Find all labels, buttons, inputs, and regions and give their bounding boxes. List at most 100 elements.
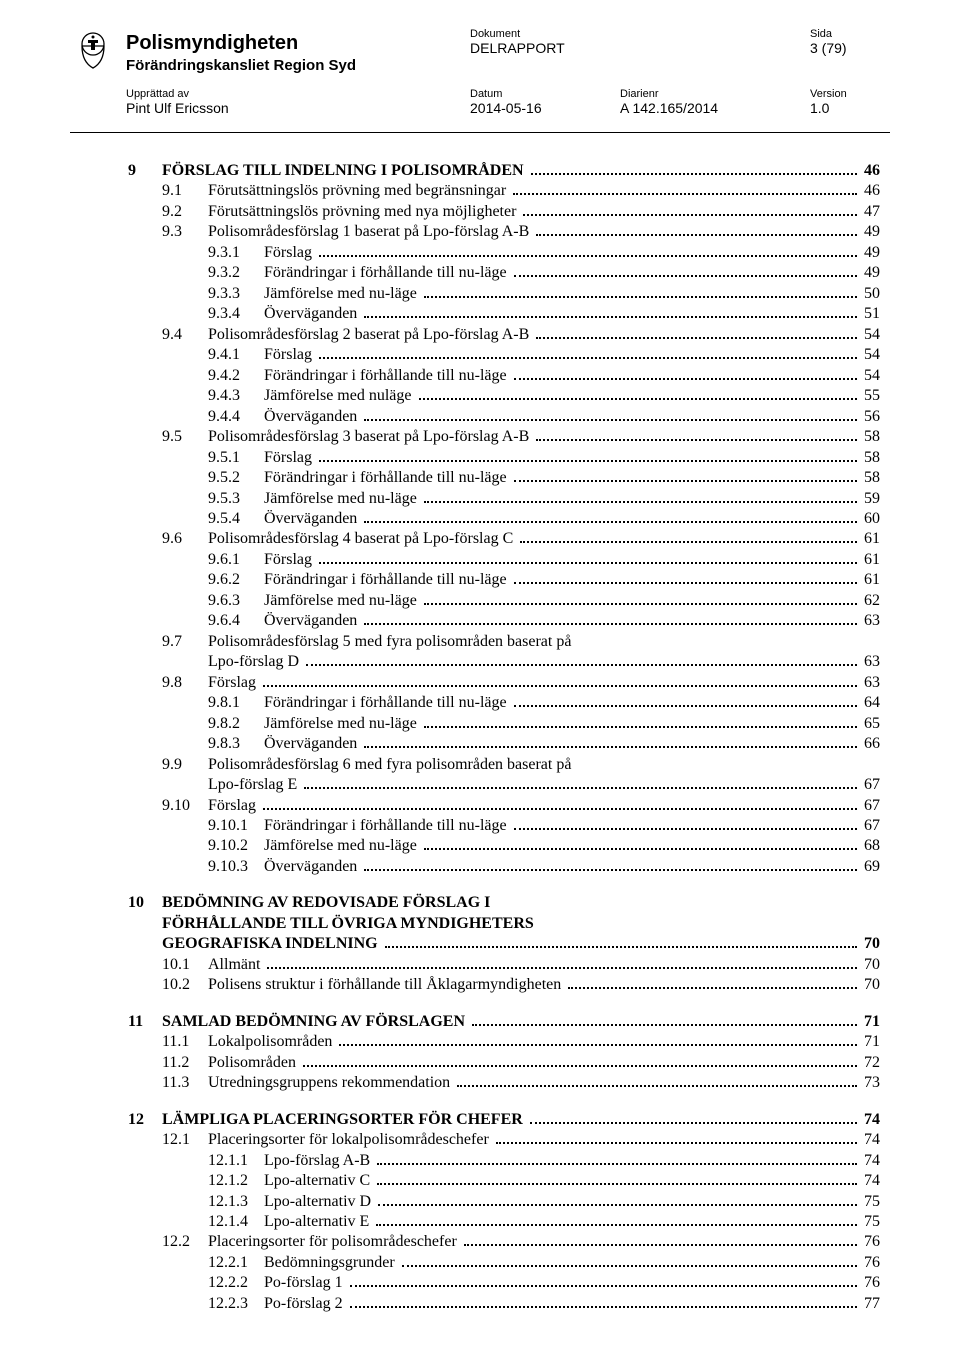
toc-entry[interactable]: FÖRHÅLLANDE TILL ÖVRIGA MYNDIGHETERS	[128, 914, 880, 934]
toc-leader	[520, 541, 857, 543]
toc-page: 75	[860, 1212, 880, 1232]
toc-number: 12.1.1	[208, 1151, 264, 1171]
toc-title: Utredningsgruppens rekommendation	[208, 1073, 454, 1093]
toc-entry[interactable]: 9.10.3Överväganden69	[128, 857, 880, 877]
toc-entry[interactable]: 9.4.1Förslag54	[128, 345, 880, 365]
toc-entry[interactable]: 12.1.3Lpo-alternativ D75	[128, 1192, 880, 1212]
toc-entry[interactable]: 12.2.1Bedömningsgrunder76	[128, 1253, 880, 1273]
toc-entry[interactable]: 9.5.1Förslag58	[128, 448, 880, 468]
toc-entry[interactable]: 10BEDÖMNING AV REDOVISADE FÖRSLAG I	[128, 893, 880, 913]
toc-entry[interactable]: 9.4Polisområdesförslag 2 baserat på Lpo-…	[128, 325, 880, 345]
toc-leader	[319, 255, 857, 257]
toc-entry[interactable]: 9.6Polisområdesförslag 4 baserat på Lpo-…	[128, 529, 880, 549]
toc-number: 12.1.2	[208, 1171, 264, 1191]
toc-entry[interactable]: 9.1Förutsättningslös prövning med begrän…	[128, 181, 880, 201]
toc-entry[interactable]: 9.9Polisområdesförslag 6 med fyra poliso…	[128, 755, 880, 775]
toc-number: 9.5.4	[208, 509, 264, 529]
toc-entry[interactable]: 9.3.3Jämförelse med nu-läge50	[128, 284, 880, 304]
toc-number: 9.8.2	[208, 714, 264, 734]
toc-entry[interactable]: 11.1Lokalpolisområden71	[128, 1032, 880, 1052]
toc-leader	[457, 1085, 857, 1087]
toc-entry[interactable]: 9FÖRSLAG TILL INDELNING I POLISOMRÅDEN46	[128, 161, 880, 181]
toc-entry-continuation[interactable]: Lpo-förslag D63	[128, 652, 880, 672]
toc-title: FÖRHÅLLANDE TILL ÖVRIGA MYNDIGHETERS	[162, 914, 538, 934]
author-value: Pint Ulf Ericsson	[126, 100, 470, 116]
toc-entry-continuation[interactable]: Lpo-förslag E67	[128, 775, 880, 795]
author-label: Upprättad av	[126, 88, 470, 100]
toc-entry[interactable]: 12.1.1Lpo-förslag A-B74	[128, 1151, 880, 1171]
toc-page: 74	[860, 1130, 880, 1150]
toc-leader	[377, 1183, 857, 1185]
toc-page: 54	[860, 345, 880, 365]
toc-entry[interactable]: 9.8.1Förändringar i förhållande till nu-…	[128, 693, 880, 713]
toc-entry[interactable]: GEOGRAFISKA INDELNING70	[128, 934, 880, 954]
toc-leader	[263, 685, 857, 687]
toc-entry[interactable]: 9.10.2Jämförelse med nu-läge68	[128, 836, 880, 856]
toc-number: 9.5.3	[208, 489, 264, 509]
toc-leader	[350, 1306, 857, 1308]
toc-entry[interactable]: 9.8.2Jämförelse med nu-läge65	[128, 714, 880, 734]
version-value: 1.0	[810, 100, 890, 116]
doc-label: Dokument	[470, 28, 810, 40]
toc-entry[interactable]: 12.2.3Po-förslag 277	[128, 1294, 880, 1314]
toc-page: 50	[860, 284, 880, 304]
toc-leader	[424, 296, 857, 298]
toc-title: Förutsättningslös prövning med begränsni…	[208, 181, 510, 201]
toc-entry[interactable]: 9.7Polisområdesförslag 5 med fyra poliso…	[128, 632, 880, 652]
toc-leader	[536, 439, 857, 441]
toc-entry[interactable]: 9.8.3Överväganden66	[128, 734, 880, 754]
toc-leader	[514, 275, 857, 277]
toc-entry[interactable]: 9.4.3Jämförelse med nuläge55	[128, 386, 880, 406]
toc-title: Polisens struktur i förhållande till Åkl…	[208, 975, 565, 995]
toc-title: Överväganden	[264, 611, 361, 631]
toc-title: Lpo-alternativ E	[264, 1212, 373, 1232]
date-cell: Datum 2014-05-16	[470, 88, 620, 116]
toc-entry[interactable]: 12.2Placeringsorter för polisområdeschef…	[128, 1232, 880, 1252]
toc-entry[interactable]: 12.1.2Lpo-alternativ C74	[128, 1171, 880, 1191]
toc-entry[interactable]: 10.1Allmänt70	[128, 955, 880, 975]
toc-leader	[523, 214, 857, 216]
toc-entry[interactable]: 11.3Utredningsgruppens rekommendation73	[128, 1073, 880, 1093]
toc-entry[interactable]: 9.2Förutsättningslös prövning med nya mö…	[128, 202, 880, 222]
toc-entry[interactable]: 9.3Polisområdesförslag 1 baserat på Lpo-…	[128, 222, 880, 242]
toc-entry[interactable]: 9.5.2Förändringar i förhållande till nu-…	[128, 468, 880, 488]
toc-leader	[263, 808, 857, 810]
toc-entry[interactable]: 9.6.2Förändringar i förhållande till nu-…	[128, 570, 880, 590]
toc-entry[interactable]: 9.4.4Överväganden56	[128, 407, 880, 427]
toc-entry[interactable]: 10.2Polisens struktur i förhållande till…	[128, 975, 880, 995]
toc-entry[interactable]: 9.3.4Överväganden51	[128, 304, 880, 324]
toc-entry[interactable]: 11SAMLAD BEDÖMNING AV FÖRSLAGEN71	[128, 1012, 880, 1032]
toc-entry[interactable]: 9.6.3Jämförelse med nu-läge62	[128, 591, 880, 611]
toc-title: BEDÖMNING AV REDOVISADE FÖRSLAG I	[162, 893, 494, 913]
toc-entry[interactable]: 9.5.4Överväganden60	[128, 509, 880, 529]
toc-leader	[514, 480, 857, 482]
toc-entry[interactable]: 9.6.4Överväganden63	[128, 611, 880, 631]
toc-entry[interactable]: 9.5Polisområdesförslag 3 baserat på Lpo-…	[128, 427, 880, 447]
toc-entry[interactable]: 9.10Förslag67	[128, 796, 880, 816]
toc-number: 9.9	[162, 755, 208, 775]
toc-title: Överväganden	[264, 734, 361, 754]
page-value: 3 (79)	[810, 40, 890, 56]
toc-entry[interactable]: 9.3.1Förslag49	[128, 243, 880, 263]
toc-entry[interactable]: 9.3.2Förändringar i förhållande till nu-…	[128, 263, 880, 283]
version-label: Version	[810, 88, 890, 100]
toc-entry[interactable]: 12.1.4Lpo-alternativ E75	[128, 1212, 880, 1232]
table-of-contents: 9FÖRSLAG TILL INDELNING I POLISOMRÅDEN46…	[128, 161, 880, 1314]
toc-page: 47	[860, 202, 880, 222]
toc-entry[interactable]: 9.4.2Förändringar i förhållande till nu-…	[128, 366, 880, 386]
toc-entry[interactable]: 9.10.1Förändringar i förhållande till nu…	[128, 816, 880, 836]
toc-entry[interactable]: 9.5.3Jämförelse med nu-läge59	[128, 489, 880, 509]
toc-page: 61	[860, 550, 880, 570]
toc-entry[interactable]: 12.2.2Po-förslag 176	[128, 1273, 880, 1293]
toc-number: 9.2	[162, 202, 208, 222]
toc-title: Polisområdesförslag 6 med fyra polisområ…	[208, 755, 575, 775]
toc-entry[interactable]: 11.2Polisområden72	[128, 1053, 880, 1073]
toc-entry[interactable]: 9.6.1Förslag61	[128, 550, 880, 570]
toc-entry[interactable]: 12LÄMPLIGA PLACERINGSORTER FÖR CHEFER74	[128, 1110, 880, 1130]
toc-title: Jämförelse med nuläge	[264, 386, 416, 406]
toc-number: 9.6.1	[208, 550, 264, 570]
toc-entry[interactable]: 9.8Förslag63	[128, 673, 880, 693]
date-label: Datum	[470, 88, 620, 100]
toc-entry[interactable]: 12.1Placeringsorter för lokalpolisområde…	[128, 1130, 880, 1150]
toc-leader	[319, 562, 857, 564]
